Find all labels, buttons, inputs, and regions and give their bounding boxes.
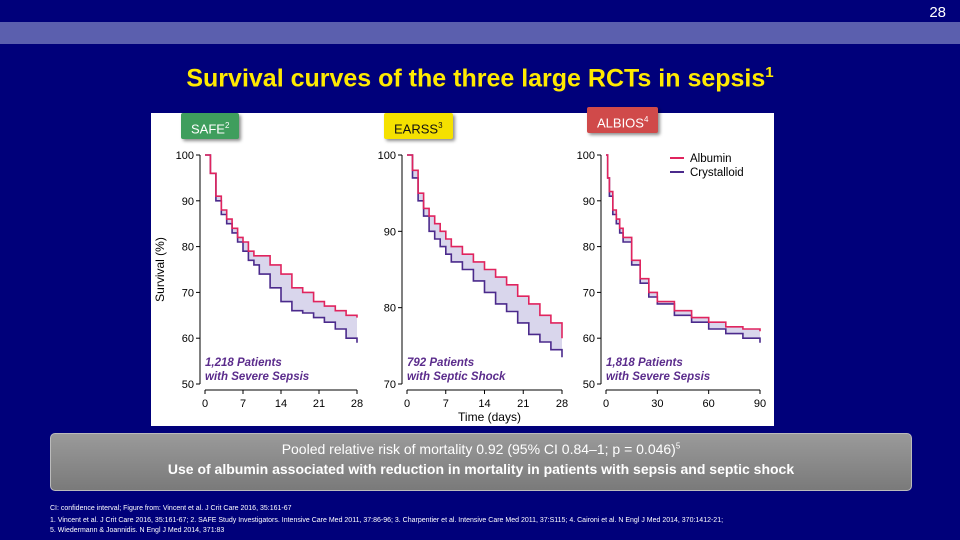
chart-0-difference-band [205, 155, 357, 343]
footnote-figure-source: CI: confidence interval; Figure from: Vi… [50, 505, 292, 512]
chart-1-y-tick-label: 80 [384, 303, 396, 315]
chart-1-x-tick-label: 7 [443, 398, 449, 410]
chart-0-annotation-population: with Severe Sepsis [205, 371, 309, 383]
pooled-risk-text: Pooled relative risk of mortality 0.92 (… [51, 441, 911, 457]
conclusion-text: Use of albumin associated with reduction… [167, 461, 795, 477]
chart-1-series-crystalloid [407, 154, 563, 358]
chart-1-x-tick-label: 14 [478, 398, 490, 410]
chart-0-series-crystalloid [205, 154, 358, 343]
chart-2-y-tick-label: 60 [583, 333, 595, 345]
chart-1-y-tick-label: 90 [384, 226, 396, 238]
chart-2-series-albumin [606, 154, 761, 332]
chart-0-x-tick-label: 7 [240, 398, 246, 410]
chart-1-annotation-population: with Septic Shock [407, 371, 506, 383]
chart-2-series-crystalloid [606, 154, 761, 343]
badge-earss-label: EARSS [394, 121, 439, 137]
slide-title: Survival curves of the three large RCTs … [0, 64, 960, 93]
chart-0-x-tick-label: 21 [313, 398, 325, 410]
badge-earss-citation: 3 [438, 121, 443, 130]
chart-2-annotation-population: with Severe Sepsis [606, 371, 710, 383]
chart-2-x-tick-label: 0 [603, 398, 609, 410]
chart-0-y-tick-label: 70 [182, 287, 194, 299]
chart-2-y-tick-label: 80 [583, 242, 595, 254]
pooled-risk-value: Pooled relative risk of mortality 0.92 (… [281, 441, 676, 457]
chart-1-x-tick-label: 21 [517, 398, 529, 410]
chart-0-y-tick-label: 60 [182, 333, 194, 345]
badge-albios: ALBIOS4 [587, 107, 659, 133]
chart-1-x-tick-label: 0 [404, 398, 410, 410]
footnote-references: 1. Vincent et al. J Crit Care 2016, 35:1… [50, 517, 724, 524]
footnote-reference-5: 5. Wiedermann & Joannidis. N Engl J Med … [50, 527, 225, 534]
chart-0-x-tick-label: 28 [351, 398, 363, 410]
header-band [0, 22, 960, 44]
chart-1-difference-band [407, 155, 562, 358]
chart-1-x-tick-label: 28 [556, 398, 568, 410]
chart-0-x-tick-label: 0 [202, 398, 208, 410]
chart-0-y-tick-label: 50 [182, 379, 194, 391]
badge-safe: SAFE2 [181, 113, 240, 139]
title-text: Survival curves of the three large RCTs … [186, 64, 766, 93]
chart-0-y-tick-label: 100 [176, 150, 194, 162]
legend-label-crystalloid: Crystalloid [690, 167, 744, 179]
chart-2-y-tick-label: 90 [583, 196, 595, 208]
chart-panel: 50 60 70 80 90 100 0 7 14 21 28 Survival (%) 1,218 P… [151, 113, 774, 426]
badge-safe-label: SAFE [191, 121, 225, 137]
chart-0-y-tick-label: 90 [182, 196, 194, 208]
legend-label-albumin: Albumin [690, 153, 732, 165]
chart-1-y-tick-label: 70 [384, 379, 396, 391]
chart-1-y-tick-label: 100 [378, 150, 396, 162]
badge-earss: EARSS3 [384, 113, 453, 139]
chart-0-y-label: Survival (%) [153, 237, 167, 302]
slide-number: 28 [929, 4, 946, 21]
chart-1-annotation-count: 792 Patients [407, 357, 474, 369]
chart-0-series-albumin [205, 154, 358, 318]
badge-albios-label: ALBIOS [597, 115, 644, 131]
pooled-risk-citation: 5 [675, 441, 681, 451]
chart-2-x-tick-label: 90 [754, 398, 766, 410]
chart-2-y-tick-label: 50 [583, 379, 595, 391]
chart-1-series-albumin [407, 154, 563, 339]
chart-2-y-tick-label: 70 [583, 287, 595, 299]
summary-box: Pooled relative risk of mortality 0.92 (… [50, 433, 912, 491]
chart-2-annotation-count: 1,818 Patients [606, 357, 683, 369]
chart-0-annotation-count: 1,218 Patients [205, 357, 282, 369]
badge-safe-citation: 2 [224, 121, 230, 130]
badge-albios-citation: 4 [643, 115, 649, 124]
chart-2-y-tick-label: 100 [577, 150, 595, 162]
chart-1-x-label: Time (days) [458, 410, 521, 424]
chart-2-x-tick-label: 60 [703, 398, 715, 410]
chart-0-x-tick-label: 14 [275, 398, 287, 410]
chart-0-y-tick-label: 80 [182, 242, 194, 254]
title-citation: 1 [765, 64, 774, 81]
chart-2-x-tick-label: 30 [651, 398, 663, 410]
